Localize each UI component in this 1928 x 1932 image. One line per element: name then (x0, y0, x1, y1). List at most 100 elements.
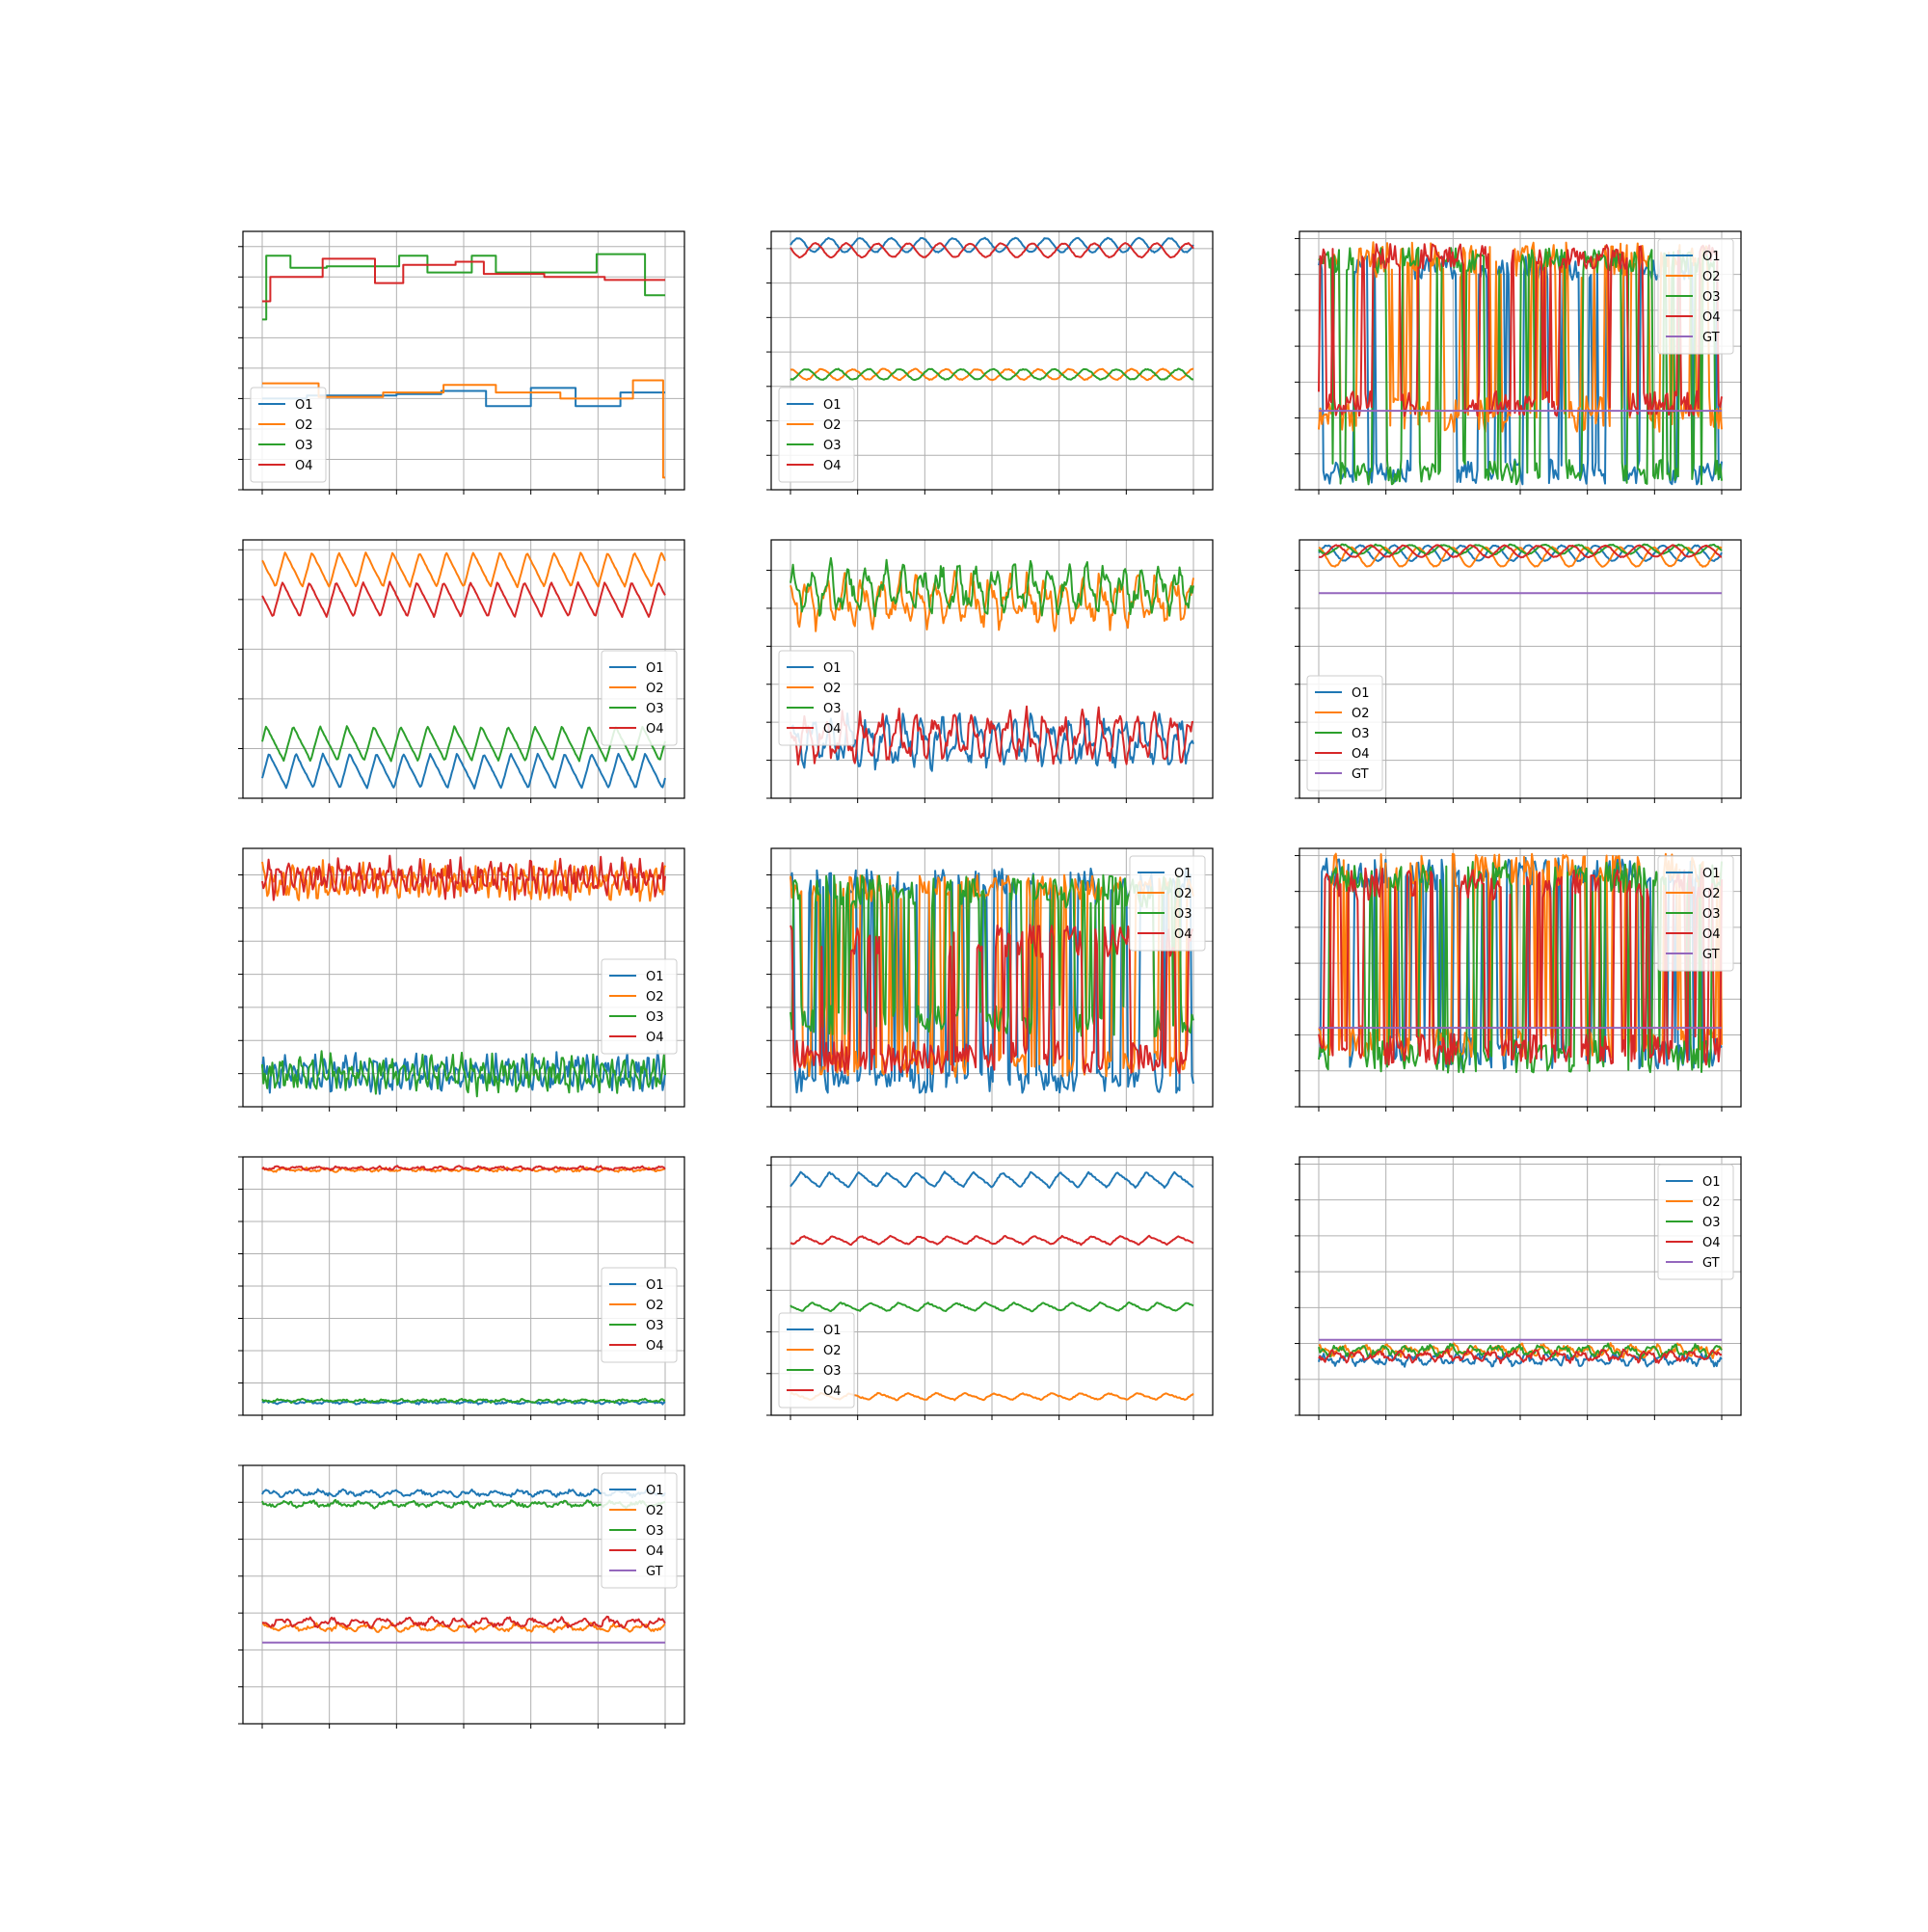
legend: O1 O2 O3 O4 GT (1657, 238, 1734, 355)
series-line-o1 (261, 752, 666, 790)
legend-label-o3: O3 (823, 1364, 842, 1379)
series-line-o3 (1318, 246, 1723, 486)
legend-label-o3: O3 (646, 1524, 664, 1539)
series-line-o1 (261, 1488, 666, 1499)
series-line-o3 (261, 1397, 666, 1405)
legend: O1 O2 O3 O4 (250, 387, 327, 483)
series-line-o4 (1318, 544, 1723, 559)
legend-label-o2: O2 (646, 1299, 664, 1313)
series-line-o4 (1318, 1348, 1723, 1365)
legend: O1 O2 O3 O4 GT (1657, 1164, 1734, 1280)
legend-label-o1: O1 (823, 661, 842, 676)
legend-label-o3: O3 (646, 702, 664, 716)
series-line-o3 (261, 1050, 666, 1098)
legend-label-o3: O3 (823, 702, 842, 716)
series-line-o3 (790, 1301, 1194, 1313)
subplot-p8: O1 O2 O3 O4 (766, 847, 1214, 1112)
series-group (261, 551, 666, 790)
axes-frame (242, 230, 685, 491)
legend-box (601, 650, 678, 746)
legend-label-o4: O4 (1174, 927, 1192, 942)
legend: O1 O2 O3 O4 (601, 650, 678, 746)
series-line-o2 (1318, 546, 1723, 568)
series-line-o1 (790, 236, 1194, 254)
axes-frame (1299, 539, 1742, 799)
legend-box (601, 958, 678, 1055)
series-line-o3 (790, 556, 1194, 618)
subplot-p3: O1 O2 O3 O4 GT (1295, 230, 1742, 495)
legend-label-o3: O3 (646, 1010, 664, 1025)
subplot-p9: O1 O2 O3 O4 GT (1295, 847, 1742, 1112)
legend-label-o4: O4 (823, 459, 842, 473)
legend-label-o1: O1 (823, 398, 842, 413)
legend-label-o4: O4 (646, 1031, 664, 1045)
legend-label-o1: O1 (1352, 686, 1370, 701)
legend-label-o1: O1 (646, 970, 664, 984)
axes-frame (770, 847, 1214, 1108)
subplot-p12: O1 O2 O3 O4 GT (1295, 1156, 1742, 1420)
series-line-o4 (261, 580, 666, 618)
series-group (790, 556, 1194, 772)
legend-label-o4: O4 (1702, 310, 1721, 325)
series-group (790, 1170, 1194, 1402)
legend: O1 O2 O3 O4 GT (601, 1472, 678, 1589)
legend-label-o4: O4 (646, 1544, 664, 1559)
series-group (1318, 241, 1723, 486)
series-group (261, 854, 666, 1098)
series-line-o4 (262, 257, 665, 303)
series-group (261, 1488, 666, 1644)
subplot-p4: O1 O2 O3 O4 (238, 539, 685, 803)
series-line-o1 (262, 387, 665, 408)
legend-label-o2: O2 (823, 682, 842, 696)
legend-box (1306, 675, 1383, 792)
legend: O1 O2 O3 O4 GT (1657, 855, 1734, 972)
axes-frame (242, 539, 685, 799)
legend-label-o2: O2 (1352, 707, 1370, 721)
legend-label-o2: O2 (1702, 887, 1721, 901)
series-line-o3 (1318, 1342, 1723, 1359)
series-line-o3 (790, 367, 1194, 382)
legend: O1 O2 O3 O4 (778, 650, 855, 746)
series-line-o2 (790, 873, 1194, 1078)
legend-label-o4: O4 (1702, 1236, 1721, 1250)
legend-label-o1: O1 (1702, 867, 1721, 881)
legend-label-o2: O2 (646, 682, 664, 696)
legend-box (778, 387, 855, 483)
legend-label-o4: O4 (1702, 927, 1721, 942)
legend-label-o1: O1 (646, 1484, 664, 1498)
legend-box (1657, 1164, 1734, 1280)
legend-box (1657, 238, 1734, 355)
series-line-o4 (790, 924, 1193, 1075)
series-line-o4 (790, 242, 1194, 259)
subplot-p11: O1 O2 O3 O4 (766, 1156, 1214, 1420)
axes-frame (242, 1464, 685, 1725)
series-line-o3 (1318, 543, 1723, 556)
series-group (790, 867, 1194, 1094)
legend-label-o2: O2 (823, 1344, 842, 1358)
legend-label-o3: O3 (646, 1319, 664, 1333)
series-line-o2 (261, 1622, 666, 1633)
series-line-o2 (790, 1391, 1194, 1402)
series-group (1318, 852, 1723, 1074)
legend-label-o1: O1 (646, 661, 664, 676)
subplot-p1: O1 O2 O3 O4 (238, 230, 685, 495)
legend-box (601, 1472, 678, 1589)
series-line-o2 (790, 367, 1194, 382)
legend-box (250, 387, 327, 483)
series-line-o3 (790, 873, 1194, 1038)
axes-frame (242, 847, 685, 1108)
series-line-o1 (1318, 544, 1723, 562)
legend: O1 O2 O3 O4 (601, 1267, 678, 1363)
legend: O1 O2 O3 O4 (601, 958, 678, 1055)
legend-label-o4: O4 (1352, 747, 1370, 762)
legend-box (778, 650, 855, 746)
legend-label-gt: GT (1702, 331, 1720, 345)
legend: O1 O2 O3 O4 (1129, 855, 1206, 952)
legend-label-o3: O3 (1174, 907, 1192, 922)
legend-label-o2: O2 (295, 418, 313, 433)
legend-label-o1: O1 (823, 1324, 842, 1338)
legend-label-gt: GT (1702, 948, 1720, 962)
legend-label-o3: O3 (1702, 290, 1721, 305)
series-group (1318, 1338, 1723, 1368)
